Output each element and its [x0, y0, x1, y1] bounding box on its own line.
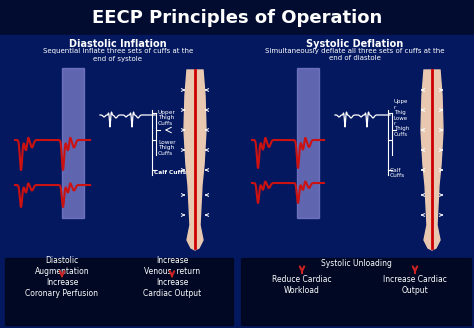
Text: Systolic Deflation: Systolic Deflation: [306, 39, 404, 49]
Text: Increase
Cardiac Output: Increase Cardiac Output: [143, 278, 201, 298]
Bar: [62, 68, 84, 218]
Text: Uppe
r
Thig
Lowe
r
Thigh
Cuffs: Uppe r Thig Lowe r Thigh Cuffs: [394, 99, 409, 137]
Bar: [241, 258, 471, 325]
Text: Increase Cardiac
Output: Increase Cardiac Output: [383, 275, 447, 295]
Text: Reduce Cardiac
Workload: Reduce Cardiac Workload: [272, 275, 332, 295]
Text: Increase
Coronary Perfusion: Increase Coronary Perfusion: [26, 278, 99, 298]
Text: Calf
Cuffs: Calf Cuffs: [390, 168, 405, 178]
Text: Increase
Venous  return: Increase Venous return: [144, 256, 200, 276]
Text: Diastolic
Augmentation: Diastolic Augmentation: [35, 256, 89, 276]
Text: Lower
Thigh
Cuffs: Lower Thigh Cuffs: [158, 140, 176, 156]
Bar: [0, 35, 474, 250]
Text: Systolic Unloading: Systolic Unloading: [320, 258, 392, 268]
Text: Calf Cuffs: Calf Cuffs: [154, 171, 186, 175]
Bar: [0, 0, 474, 35]
Text: Sequential inflate three sets of cuffs at the
end of systole: Sequential inflate three sets of cuffs a…: [43, 49, 193, 62]
Text: EECP Principles of Operation: EECP Principles of Operation: [92, 9, 382, 27]
Text: Upper
Thigh
Cuffs: Upper Thigh Cuffs: [158, 110, 176, 126]
Text: Simultaneously deflate all three sets of cuffs at the
end of diastole: Simultaneously deflate all three sets of…: [265, 49, 445, 62]
Bar: [297, 68, 319, 218]
Polygon shape: [421, 70, 443, 250]
Bar: [5, 258, 233, 325]
Polygon shape: [184, 70, 206, 250]
Text: Diastolic Inflation: Diastolic Inflation: [69, 39, 167, 49]
